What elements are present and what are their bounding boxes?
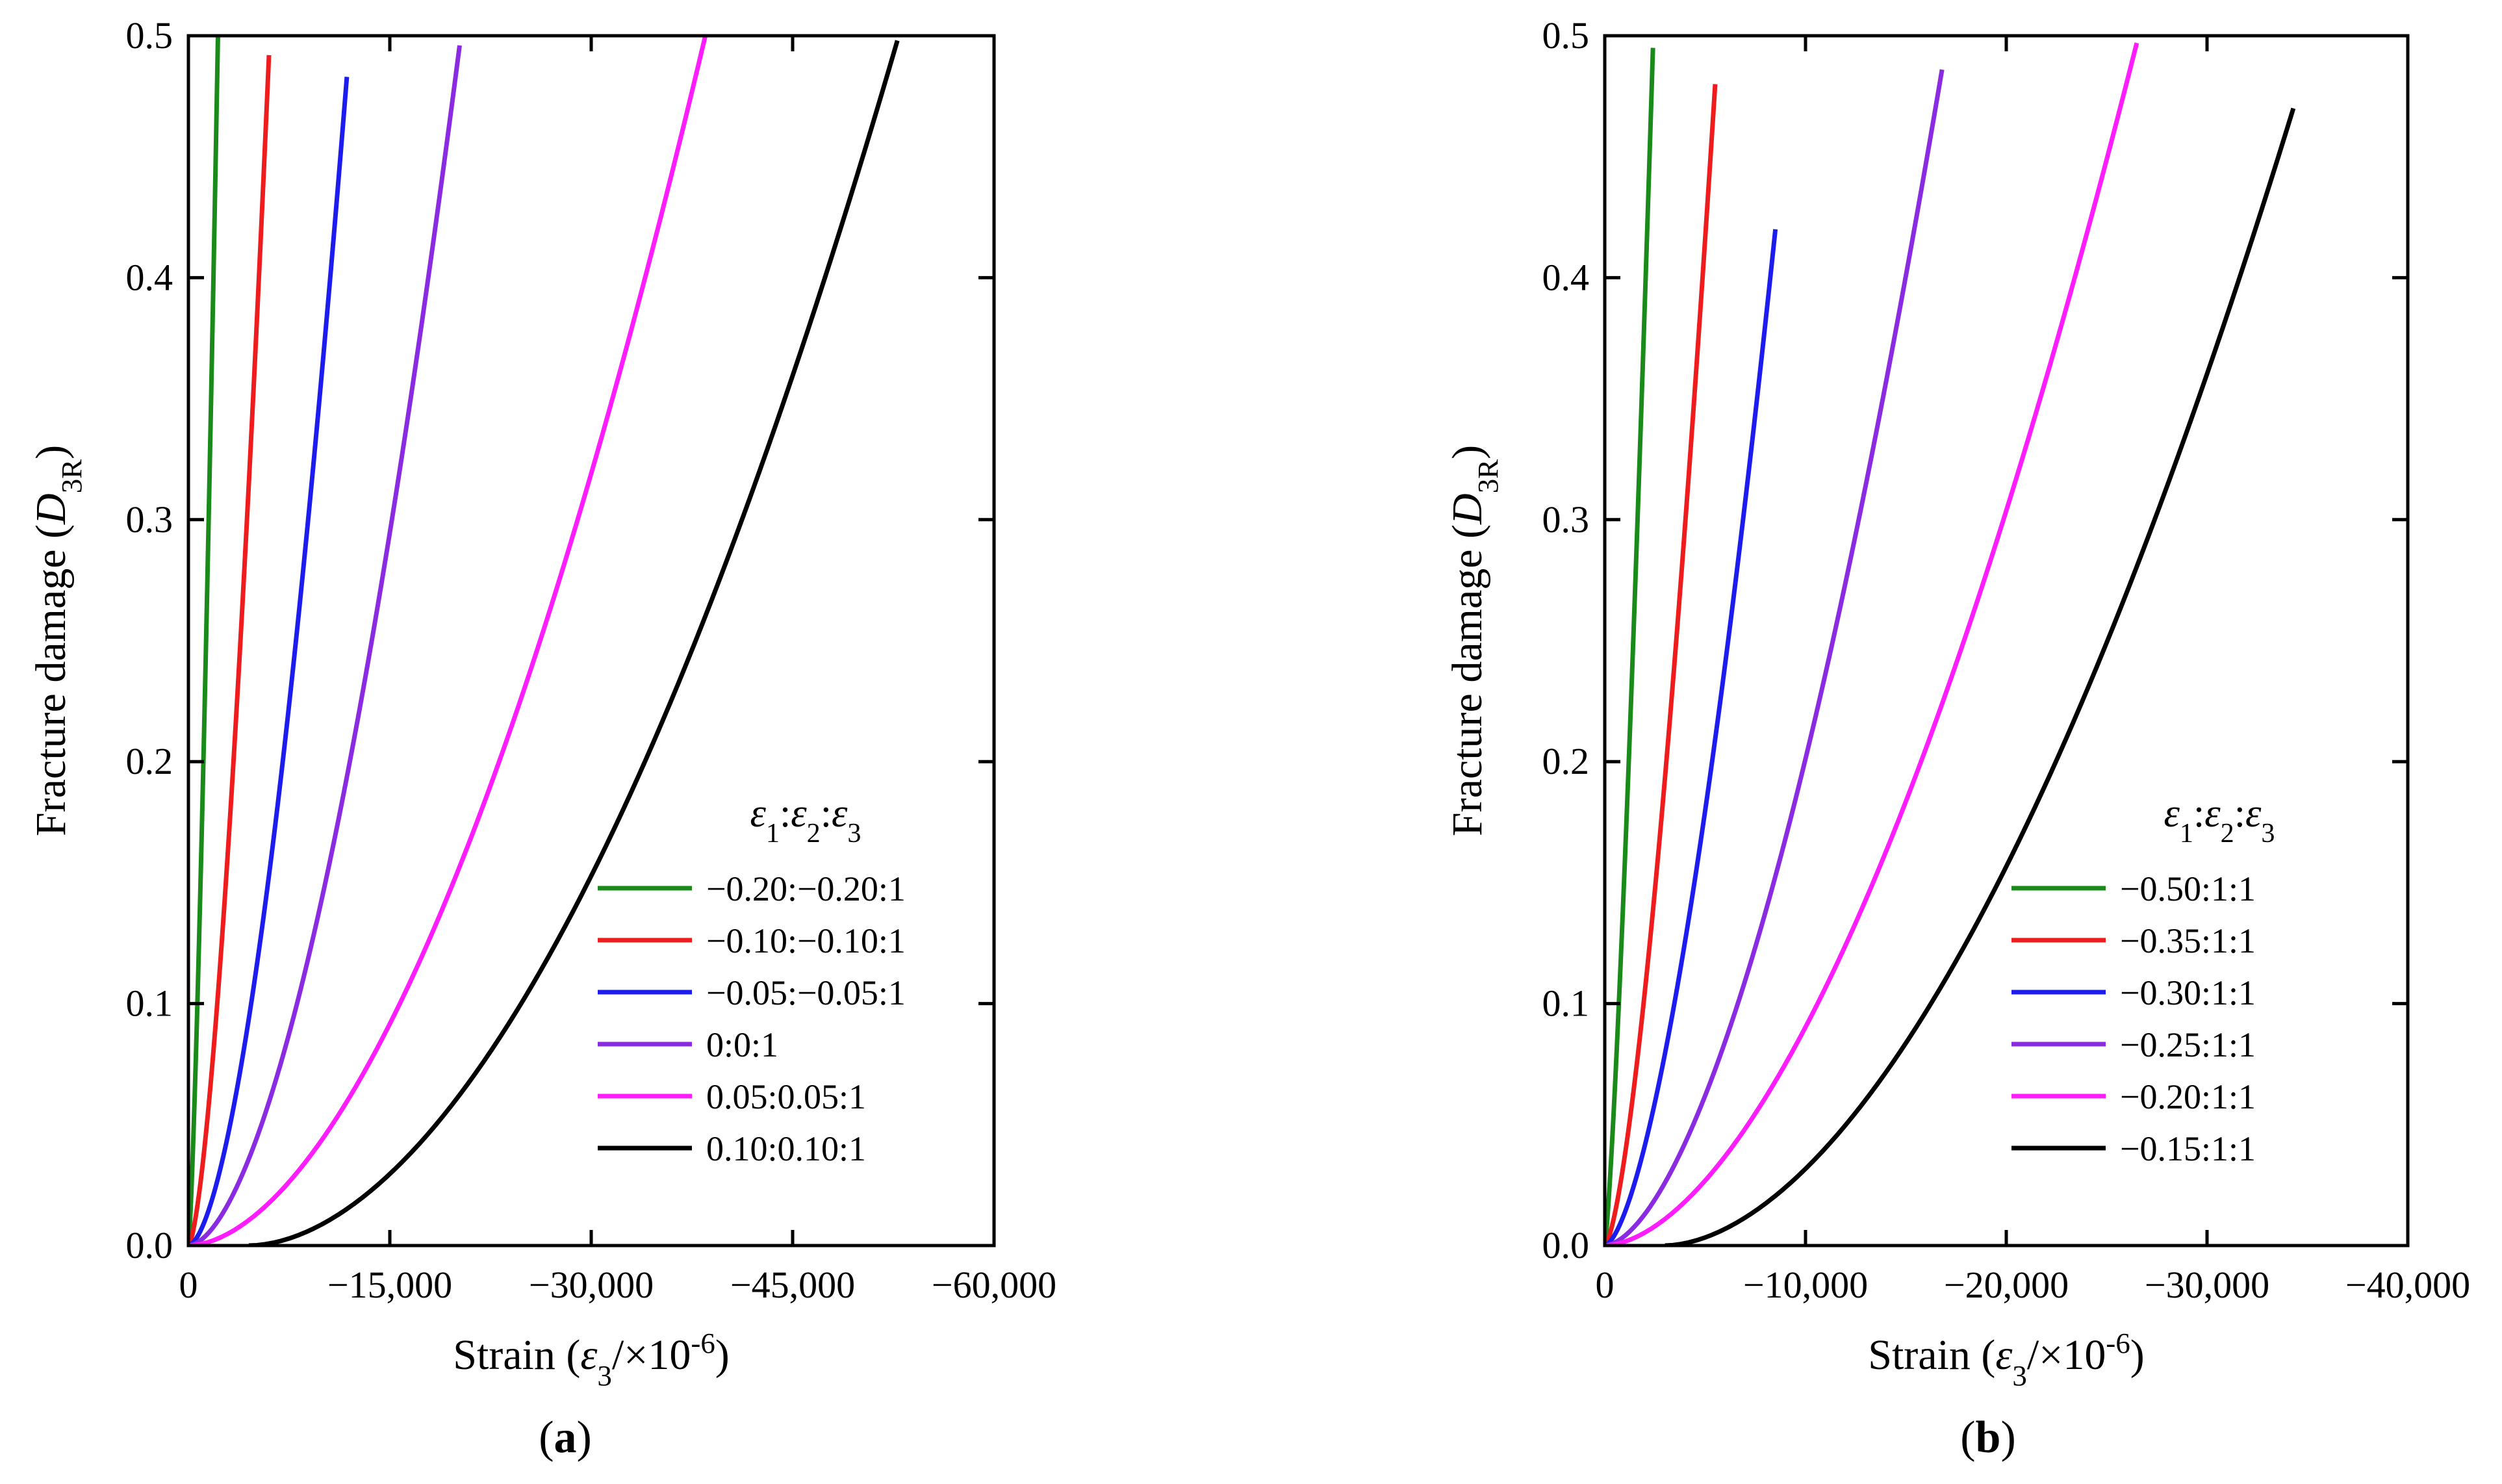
panel-label: (b) — [1960, 1413, 2016, 1463]
x-tick-label: −60,000 — [932, 1264, 1056, 1306]
y-axis-label: Fracture damage (D3R) — [1444, 445, 1504, 836]
series-line-4 — [188, 36, 708, 1246]
series-line-5 — [248, 40, 900, 1246]
legend-label-0: −0.20:−0.20:1 — [706, 869, 906, 908]
legend-title: ε1:ε2:ε3 — [750, 791, 861, 849]
series-line-5 — [1665, 107, 2296, 1246]
y-axis-label: Fracture damage (D3R) — [27, 445, 88, 836]
chart-panel-b: 0.0 0.1 0.2 0.3 0.4 0.5 0 −10,000 −20,000 −30,000… — [1444, 14, 2470, 1463]
chart-panel-a: 0.0 0.1 0.2 0.3 0.4 0.5 0 −15,000 −30,000 −45,000… — [27, 14, 1056, 1463]
x-tick-label: −45,000 — [730, 1264, 855, 1306]
y-tick-label: 0.1 — [1542, 982, 1590, 1025]
y-tick-label: 0.2 — [126, 740, 173, 782]
y-tick-label: 0.0 — [126, 1224, 173, 1266]
legend-title: ε1:ε2:ε3 — [2164, 791, 2275, 849]
legend-label-4: −0.20:1:1 — [2120, 1077, 2256, 1116]
series-line-3 — [1605, 69, 1945, 1246]
legend-label-0: −0.50:1:1 — [2120, 869, 2256, 908]
series-line-1 — [1605, 84, 1718, 1246]
x-tick-label: −40,000 — [2345, 1264, 2470, 1306]
legend-label-4: 0.05:0.05:1 — [706, 1077, 866, 1116]
plot-area — [1605, 42, 2296, 1246]
legend-label-3: −0.25:1:1 — [2120, 1025, 2256, 1064]
panel-label: (a) — [539, 1413, 592, 1463]
plot-frame — [1603, 34, 2410, 1247]
series-line-0 — [188, 36, 220, 1246]
legend-label-3: 0:0:1 — [706, 1025, 778, 1064]
legend-label-2: −0.05:−0.05:1 — [706, 973, 906, 1012]
series-line-2 — [1605, 229, 1778, 1246]
series-line-4 — [1605, 42, 2139, 1246]
plot-area — [188, 36, 900, 1246]
x-tick-label: −30,000 — [529, 1264, 654, 1306]
series-line-1 — [188, 55, 272, 1246]
legend-label-2: −0.30:1:1 — [2120, 973, 2256, 1012]
y-tick-label: 0.1 — [126, 982, 173, 1025]
plot-frame — [186, 34, 996, 1247]
y-tick-label: 0.0 — [1542, 1224, 1590, 1266]
x-tick-label: −20,000 — [1944, 1264, 2069, 1306]
y-tick-label: 0.4 — [1542, 256, 1590, 298]
series-line-2 — [188, 77, 350, 1246]
x-tick-label: −30,000 — [2145, 1264, 2269, 1306]
legend-label-5: −0.15:1:1 — [2120, 1129, 2256, 1168]
y-tick-label: 0.2 — [1542, 740, 1590, 782]
series-line-0 — [1605, 47, 1655, 1246]
y-tick-label: 0.4 — [126, 256, 173, 298]
x-tick-label: 0 — [179, 1264, 198, 1306]
y-tick-label: 0.5 — [1542, 14, 1590, 57]
x-tick-label: −15,000 — [327, 1264, 452, 1306]
legend-label-1: −0.10:−0.10:1 — [706, 921, 906, 960]
legend-label-1: −0.35:1:1 — [2120, 921, 2256, 960]
x-axis-label: Strain (ε3/×10-6) — [1868, 1327, 2145, 1392]
series-line-3 — [188, 45, 462, 1246]
y-tick-label: 0.5 — [126, 14, 173, 57]
x-tick-label: 0 — [1596, 1264, 1615, 1306]
y-tick-label: 0.3 — [1542, 498, 1590, 541]
x-tick-label: −10,000 — [1743, 1264, 1868, 1306]
x-axis-label: Strain (ε3/×10-6) — [453, 1327, 730, 1392]
y-tick-label: 0.3 — [126, 498, 173, 541]
legend-label-5: 0.10:0.10:1 — [706, 1129, 866, 1168]
